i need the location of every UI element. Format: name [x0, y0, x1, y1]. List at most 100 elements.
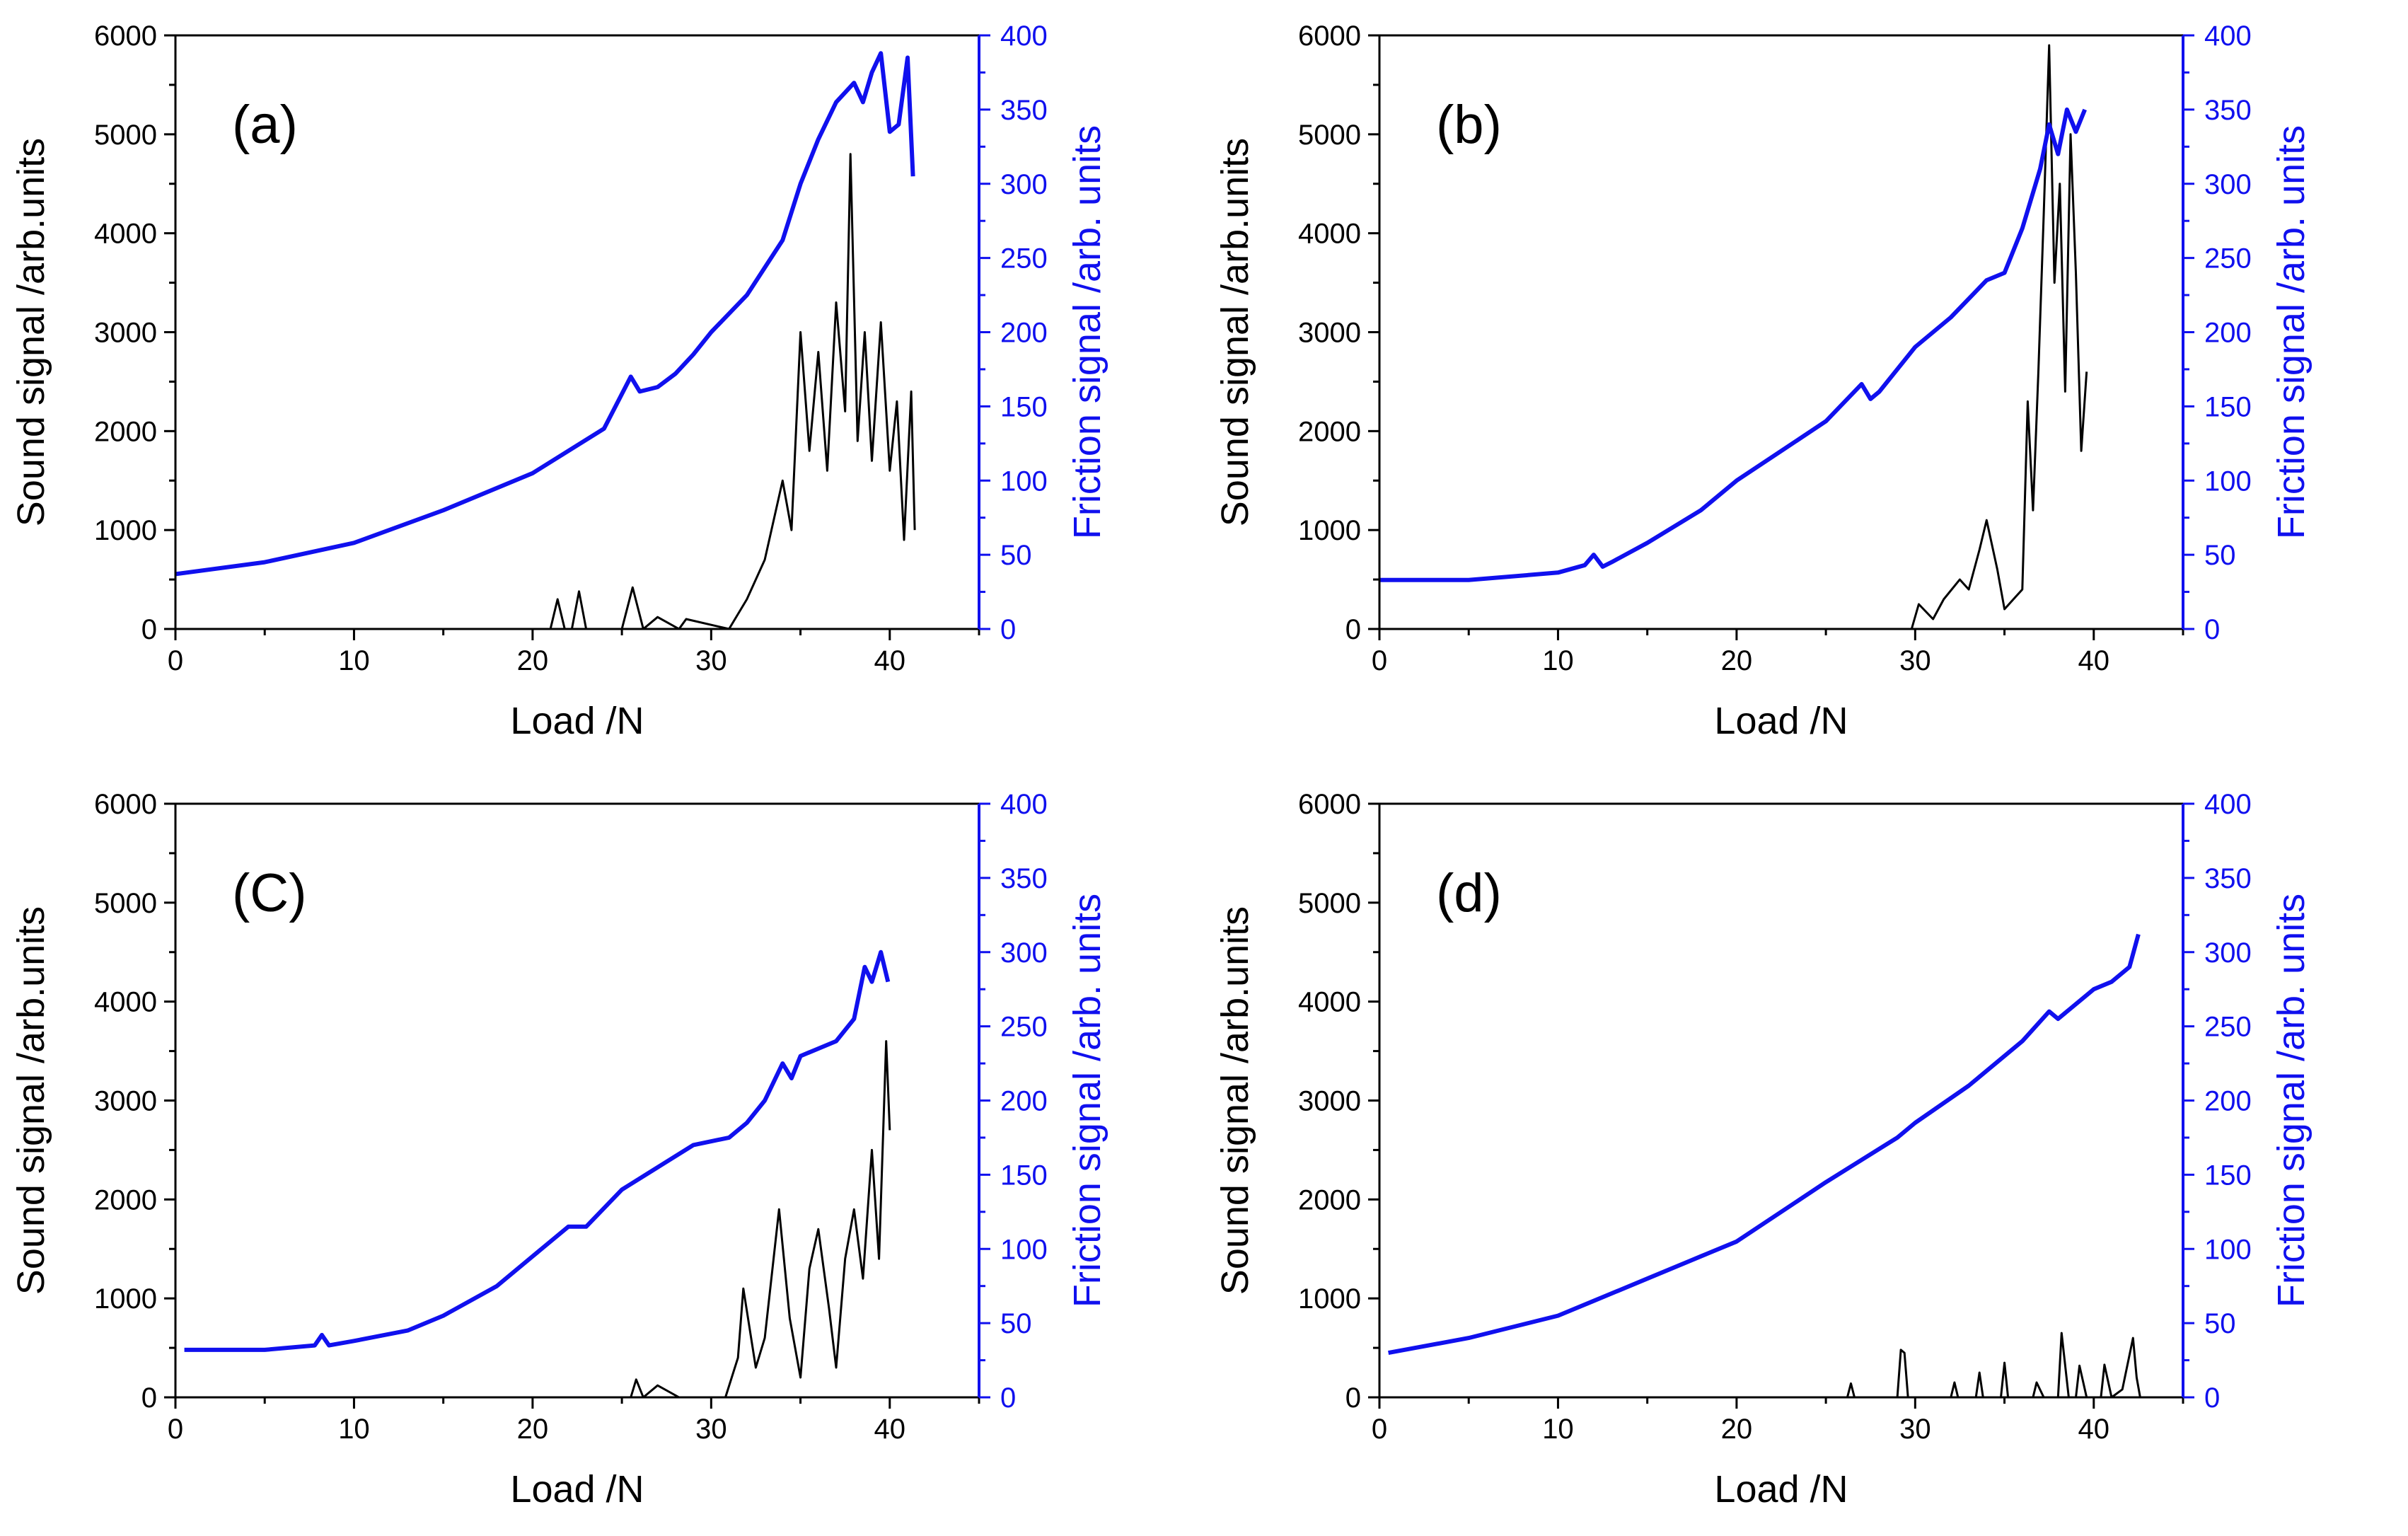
chart-panel-b: 0 10 20 30 40 0 1000 2000 3000 4000 5000 6000 0 50 100…	[1204, 0, 2408, 768]
y-right-tick-label: 100	[2204, 466, 2252, 497]
y-right-tick-label: 250	[1000, 1012, 1048, 1043]
x-axis-title: Load /N	[1714, 1468, 1848, 1511]
y-right-tick-label: 400	[1000, 789, 1048, 820]
x-axis-title: Load /N	[1714, 700, 1848, 742]
panel-label: (C)	[232, 863, 307, 923]
chart-svg: 0 10 20 30 400100020003000400050006000050100…	[1214, 789, 2313, 1511]
y-right-tick-label: 400	[2204, 21, 2252, 52]
y-left-tick-label: 6000	[1298, 789, 1361, 820]
y-right-tick-label: 50	[1000, 540, 1032, 571]
friction-signal-line	[184, 949, 891, 1352]
x-tick-label: 30	[695, 1414, 727, 1445]
y-left-tick-label: 2000	[1298, 1184, 1361, 1215]
chart-svg: 0 10 20 30 400100020003000400050006000050100…	[10, 789, 1109, 1511]
x-axis-title: Load /N	[510, 1468, 644, 1511]
x-tick-label: 40	[874, 645, 906, 676]
x-tick-label: 10	[338, 645, 370, 676]
y-right-tick-label: 50	[1000, 1308, 1032, 1339]
y-right-tick-label: 400	[2204, 789, 2252, 820]
y-left-tick-label: 3000	[1298, 1086, 1361, 1117]
y-axis-title-left: Sound signal /arb.units	[10, 138, 52, 526]
x-tick-label: 40	[874, 1414, 906, 1445]
x-tick-label: 0	[168, 1414, 183, 1445]
x-tick-label: 0	[1372, 1414, 1387, 1445]
y-right-tick-label: 300	[1000, 169, 1048, 200]
y-left-tick-label: 1000	[1298, 515, 1361, 546]
x-tick-label: 40	[2078, 645, 2110, 676]
y-left-tick-label: 2000	[1298, 416, 1361, 447]
x-tick-label: 0	[1372, 645, 1387, 676]
y-right-tick-label: 50	[2204, 540, 2236, 571]
y-right-tick-label: 100	[2204, 1234, 2252, 1265]
chart-svg: 0 10 20 30 400100020003000400050006000050100…	[1214, 21, 2313, 742]
sound-signal-line	[1379, 1332, 2141, 1399]
panel-label: (d)	[1436, 863, 1502, 923]
y-axis-title-right: Friction signal /arb. units	[2270, 125, 2313, 539]
y-right-tick-label: 0	[1000, 614, 1016, 645]
y-left-tick-label: 4000	[1298, 987, 1361, 1018]
y-right-tick-label: 300	[2204, 937, 2252, 969]
chart-panel-d: 0 10 20 30 40 0 1000 2000 3000 4000 5000 6000 0 50 100…	[1204, 768, 2408, 1536]
y-right-tick-label: 300	[1000, 937, 1048, 969]
y-right-tick-label: 350	[2204, 863, 2252, 894]
y-left-tick-label: 6000	[94, 789, 157, 820]
y-right-tick-label: 200	[2204, 1086, 2252, 1117]
y-right-tick-label: 350	[1000, 863, 1048, 894]
y-left-tick-label: 6000	[1298, 21, 1361, 52]
sound-signal-line	[175, 1040, 891, 1399]
y-left-tick-label: 3000	[1298, 318, 1361, 349]
y-left-tick-label: 0	[1345, 1382, 1361, 1414]
y-right-tick-label: 250	[2204, 1012, 2252, 1043]
x-tick-label: 40	[2078, 1414, 2110, 1445]
y-right-tick-label: 350	[1000, 95, 1048, 126]
y-left-tick-label: 5000	[94, 120, 157, 151]
y-right-tick-label: 0	[2204, 614, 2220, 645]
friction-signal-line	[1388, 933, 2141, 1356]
x-tick-label: 30	[695, 645, 727, 676]
y-right-tick-label: 400	[1000, 21, 1048, 52]
y-left-tick-label: 0	[1345, 614, 1361, 645]
x-tick-label: 30	[1899, 1414, 1931, 1445]
x-tick-label: 20	[1721, 645, 1753, 676]
y-right-tick-label: 250	[1000, 243, 1048, 275]
chart-svg: 0 10 20 30 400100020003000400050006000050100…	[10, 21, 1109, 742]
y-right-tick-label: 150	[1000, 1160, 1048, 1191]
y-left-tick-label: 1000	[94, 1283, 157, 1315]
panel-label: (a)	[232, 95, 298, 155]
panel-label: (b)	[1436, 95, 1502, 155]
y-right-tick-label: 250	[2204, 243, 2252, 275]
chart-panel-c: 0 10 20 30 40 0 1000 2000 3000 4000 5000 6000 0 50 100…	[0, 768, 1204, 1536]
y-axis-title-right: Friction signal /arb. units	[2270, 894, 2313, 1307]
y-left-tick-label: 2000	[94, 1184, 157, 1215]
x-tick-label: 10	[1542, 645, 1574, 676]
y-right-tick-label: 150	[2204, 391, 2252, 422]
y-left-tick-label: 0	[141, 1382, 157, 1414]
y-right-tick-label: 100	[1000, 466, 1048, 497]
y-right-tick-label: 200	[1000, 1086, 1048, 1117]
y-left-tick-label: 1000	[1298, 1283, 1361, 1315]
y-left-tick-label: 3000	[94, 1086, 157, 1117]
y-right-tick-label: 50	[2204, 1308, 2236, 1339]
x-tick-label: 20	[1721, 1414, 1753, 1445]
x-tick-label: 20	[517, 1414, 549, 1445]
y-axis-title-left: Sound signal /arb.units	[1214, 138, 1256, 526]
y-left-tick-label: 2000	[94, 416, 157, 447]
x-tick-label: 10	[1542, 1414, 1574, 1445]
y-right-tick-label: 0	[1000, 1382, 1016, 1414]
y-left-tick-label: 6000	[94, 21, 157, 52]
sound-signal-line	[175, 153, 916, 630]
y-left-tick-label: 5000	[94, 888, 157, 919]
y-axis-title-right: Friction signal /arb. units	[1066, 894, 1109, 1307]
chart-panel-a: 0 10 20 30 40 0 1000 2000 3000 4000 5000 6000 0 50 100…	[0, 0, 1204, 768]
y-right-tick-label: 300	[2204, 169, 2252, 200]
x-tick-label: 30	[1899, 645, 1931, 676]
y-left-tick-label: 4000	[94, 219, 157, 250]
x-tick-label: 20	[517, 645, 549, 676]
y-left-tick-label: 1000	[94, 515, 157, 546]
y-right-tick-label: 150	[1000, 391, 1048, 422]
y-right-tick-label: 200	[1000, 318, 1048, 349]
y-left-tick-label: 3000	[94, 318, 157, 349]
y-right-tick-label: 150	[2204, 1160, 2252, 1191]
friction-signal-line	[1379, 107, 2087, 582]
